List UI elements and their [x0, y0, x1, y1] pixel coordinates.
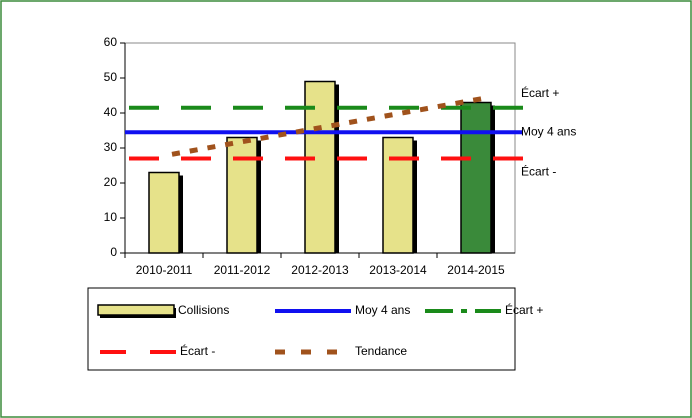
bar: [304, 80, 336, 254]
legend-label: Écart -: [180, 343, 215, 358]
y-tick-label: 0: [110, 245, 117, 259]
legend-label: Tendance: [355, 344, 407, 358]
bar: [148, 171, 180, 254]
bar: [226, 136, 258, 254]
x-tick-label: 2011-2012: [214, 263, 271, 277]
y-tick-label: 50: [104, 70, 118, 84]
legend-label: Moy 4 ans: [355, 303, 410, 317]
legend-label: Collisions: [178, 303, 229, 317]
reference-label: Moy 4 ans: [521, 124, 576, 138]
x-tick-label: 2012-2013: [291, 263, 349, 277]
y-tick-label: 40: [104, 105, 118, 119]
legend-label: Écart +: [505, 302, 543, 317]
reference-label: Écart -: [521, 164, 556, 179]
y-tick-label: 20: [104, 175, 118, 189]
reference-label: Écart +: [521, 85, 559, 100]
legend: [87, 287, 516, 371]
x-tick-label: 2014-2015: [447, 263, 505, 277]
x-tick-label: 2013-2014: [369, 263, 427, 277]
legend-swatch: [97, 304, 175, 316]
y-tick-label: 60: [104, 35, 118, 49]
y-tick-label: 30: [104, 140, 118, 154]
bar: [382, 136, 414, 254]
bar: [460, 101, 492, 254]
x-tick-label: 2010-2011: [136, 263, 193, 277]
y-tick-label: 10: [104, 210, 118, 224]
